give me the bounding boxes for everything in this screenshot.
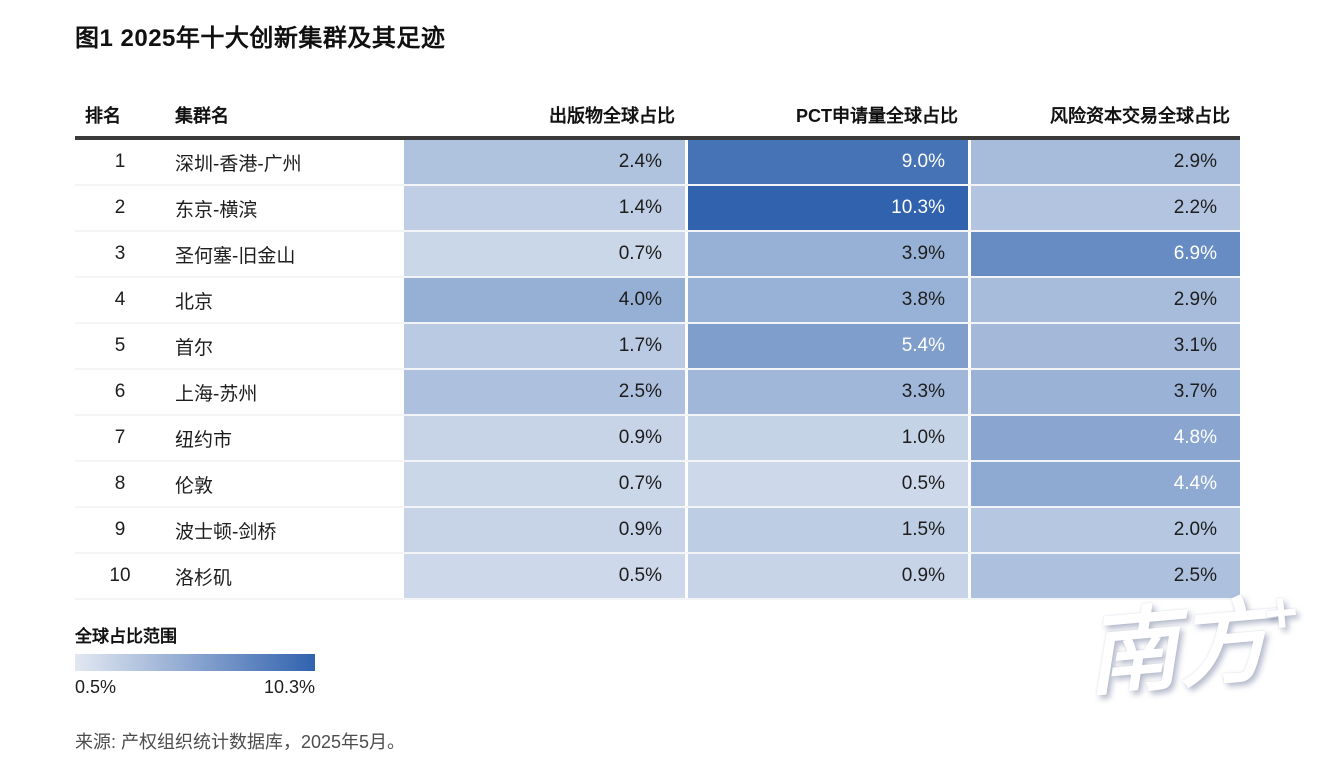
pct-filings-share-cell: 0.5%	[688, 462, 968, 506]
header-cluster-name: 集群名	[175, 106, 229, 126]
publications-share-cell: 1.7%	[404, 324, 685, 368]
table-row: 5 首尔 1.7% 5.4% 3.1%	[75, 324, 1240, 370]
publications-share-cell: 1.4%	[404, 186, 685, 230]
header-publications-share: 出版物全球占比	[549, 106, 675, 126]
table-row: 2 东京-横滨 1.4% 10.3% 2.2%	[75, 186, 1240, 232]
rank-cell: 2	[114, 197, 126, 218]
cluster-name-cell: 上海-苏州	[175, 383, 258, 405]
legend-gradient-bar	[75, 654, 315, 671]
cluster-name-cell: 东京-横滨	[175, 199, 258, 221]
watermark-plus-icon: +	[1260, 579, 1300, 647]
pct-filings-share-cell: 1.0%	[688, 416, 968, 460]
header-rank: 排名	[85, 106, 121, 126]
legend-ticks: 0.5% 10.3%	[75, 677, 315, 698]
table-row: 4 北京 4.0% 3.8% 2.9%	[75, 278, 1240, 324]
figure-title: 图1 2025年十大创新集群及其足迹	[75, 25, 446, 52]
vc-deals-share-cell: 3.1%	[971, 324, 1240, 368]
watermark-text: 南方	[1081, 589, 1274, 708]
vc-deals-share-cell: 2.0%	[971, 508, 1240, 552]
pct-filings-share-cell: 3.3%	[688, 370, 968, 414]
table-row: 6 上海-苏州 2.5% 3.3% 3.7%	[75, 370, 1240, 416]
vc-deals-share-cell: 4.8%	[971, 416, 1240, 460]
pct-filings-share-cell: 10.3%	[688, 186, 968, 230]
table-row: 10 洛杉矶 0.5% 0.9% 2.5%	[75, 554, 1240, 600]
cluster-name-cell: 首尔	[175, 337, 214, 359]
pct-filings-share-cell: 3.9%	[688, 232, 968, 276]
cluster-name-cell: 纽约市	[175, 429, 233, 451]
publications-share-cell: 0.5%	[404, 554, 685, 598]
rank-cell: 5	[114, 335, 126, 356]
publications-share-cell: 0.7%	[404, 232, 685, 276]
header-vc-deals-share: 风险资本交易全球占比	[1050, 106, 1230, 126]
clusters-table: 排名 集群名 出版物全球占比 PCT申请量全球占比 风险资本交易全球占比 1 深…	[75, 94, 1240, 600]
publications-share-cell: 2.4%	[404, 140, 685, 184]
rank-cell: 7	[114, 427, 126, 448]
table-header-row: 排名 集群名 出版物全球占比 PCT申请量全球占比 风险资本交易全球占比	[75, 94, 1240, 140]
table-row: 7 纽约市 0.9% 1.0% 4.8%	[75, 416, 1240, 462]
color-scale-legend: 全球占比范围 0.5% 10.3%	[75, 626, 315, 698]
rank-cell: 3	[114, 243, 126, 264]
rank-cell: 9	[114, 519, 126, 540]
table-row: 8 伦敦 0.7% 0.5% 4.4%	[75, 462, 1240, 508]
legend-min-label: 0.5%	[75, 677, 117, 697]
table-row: 9 波士顿-剑桥 0.9% 1.5% 2.0%	[75, 508, 1240, 554]
publications-share-cell: 4.0%	[404, 278, 685, 322]
rank-cell: 4	[114, 289, 126, 310]
legend-max-label: 10.3%	[263, 677, 315, 697]
vc-deals-share-cell: 2.9%	[971, 278, 1240, 322]
rank-cell: 6	[114, 381, 126, 402]
cluster-name-cell: 北京	[175, 291, 214, 313]
publications-share-cell: 2.5%	[404, 370, 685, 414]
vc-deals-share-cell: 2.9%	[971, 140, 1240, 184]
publications-share-cell: 0.7%	[404, 462, 685, 506]
pct-filings-share-cell: 1.5%	[688, 508, 968, 552]
cluster-name-cell: 洛杉矶	[175, 567, 233, 589]
pct-filings-share-cell: 3.8%	[688, 278, 968, 322]
pct-filings-share-cell: 5.4%	[688, 324, 968, 368]
header-pct-filings-share: PCT申请量全球占比	[796, 106, 958, 126]
table-body: 1 深圳-香港-广州 2.4% 9.0% 2.9% 2 东京-横滨 1.4% 1…	[75, 140, 1240, 600]
vc-deals-share-cell: 2.2%	[971, 186, 1240, 230]
publications-share-cell: 0.9%	[404, 416, 685, 460]
rank-cell: 10	[109, 565, 131, 586]
source-note: 来源: 产权组织统计数据库，2025年5月。	[75, 732, 406, 752]
rank-cell: 8	[114, 473, 126, 494]
vc-deals-share-cell: 4.4%	[971, 462, 1240, 506]
table-row: 1 深圳-香港-广州 2.4% 9.0% 2.9%	[75, 140, 1240, 186]
vc-deals-share-cell: 6.9%	[971, 232, 1240, 276]
publications-share-cell: 0.9%	[404, 508, 685, 552]
cluster-name-cell: 波士顿-剑桥	[175, 521, 277, 543]
vc-deals-share-cell: 2.5%	[971, 554, 1240, 598]
pct-filings-share-cell: 9.0%	[688, 140, 968, 184]
cluster-name-cell: 深圳-香港-广州	[175, 153, 302, 175]
rank-cell: 1	[114, 151, 126, 172]
table-row: 3 圣何塞-旧金山 0.7% 3.9% 6.9%	[75, 232, 1240, 278]
cluster-name-cell: 伦敦	[175, 475, 214, 497]
cluster-name-cell: 圣何塞-旧金山	[175, 245, 296, 267]
vc-deals-share-cell: 3.7%	[971, 370, 1240, 414]
pct-filings-share-cell: 0.9%	[688, 554, 968, 598]
legend-title: 全球占比范围	[75, 627, 177, 646]
